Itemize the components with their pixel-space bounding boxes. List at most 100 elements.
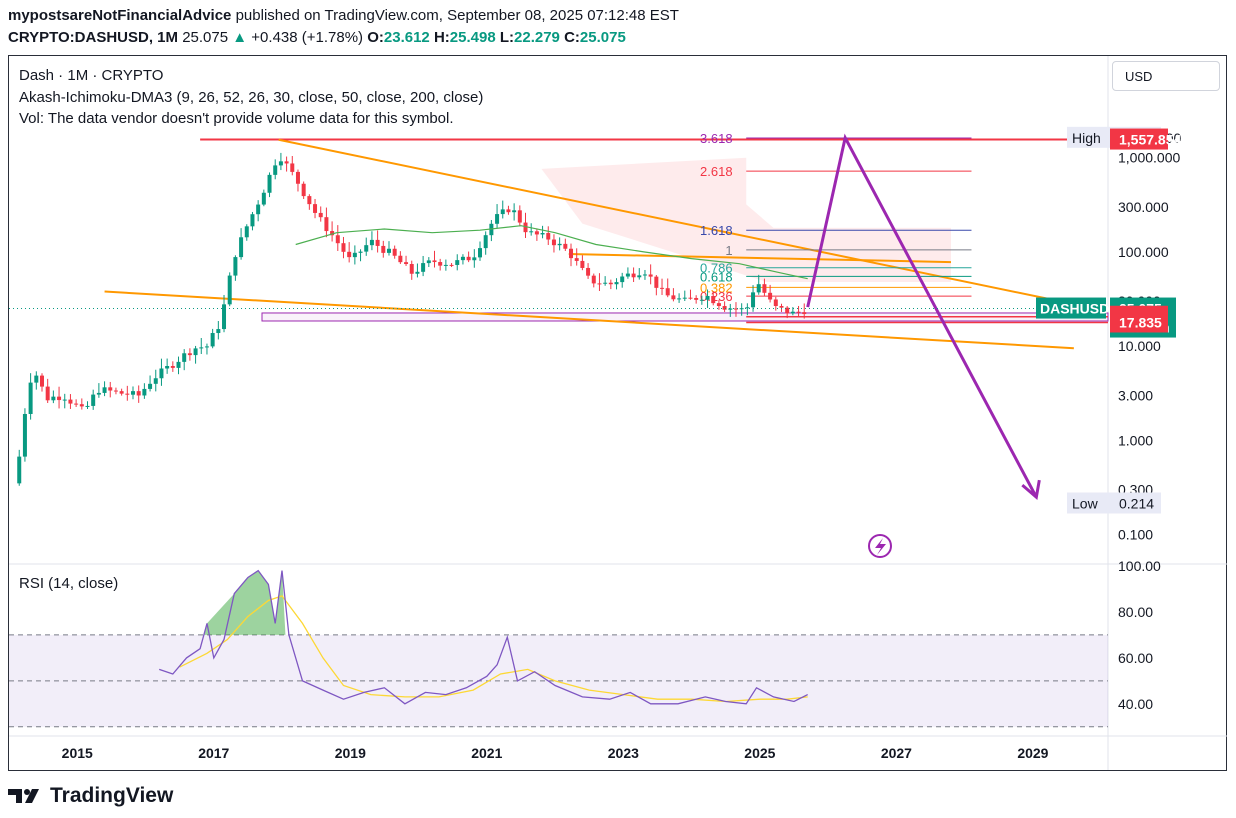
candle-down [39,375,44,387]
candle-up [233,257,238,276]
fib-level-label: 1.618 [700,223,733,238]
candle-up [22,413,27,457]
rsi-tick-label: 80.00 [1118,604,1153,620]
resistance-trendline[interactable] [568,253,952,264]
candle-down [580,260,585,268]
candle-down [597,283,602,285]
candle-down [341,243,346,252]
chart-frame [8,55,1227,771]
upper-trendline[interactable] [278,138,1081,307]
candle-up [637,275,642,278]
high-label: H: [433,29,450,46]
last-price: 25.075 [182,29,229,46]
candle-up [62,399,67,401]
candle-up [472,257,477,261]
indicator-legend[interactable]: Akash-Ichimoku-DMA3 (9, 26, 52, 26, 30, … [19,89,484,106]
price-candles[interactable] [17,152,807,486]
candle-down [119,391,124,394]
candle-down [534,231,539,235]
candle-down [711,295,716,304]
low-label: L: [499,29,515,46]
candle-up [443,264,448,266]
lightning-icon[interactable] [868,534,892,558]
candle-down [432,260,437,263]
author-name[interactable]: mypostsareNotFinancialAdvice [8,7,232,24]
tradingview-footer[interactable]: TradingView [8,784,173,808]
candle-down [551,239,556,246]
date-tick-label: 2019 [335,745,366,761]
currency-button[interactable]: USD [1112,61,1220,91]
price-tick-label: 3.000 [1118,387,1153,403]
candle-down [660,287,665,289]
candle-up [358,251,363,253]
publish-text: published on TradingView.com, September … [235,7,679,24]
candle-up [216,329,221,334]
candle-up [85,405,90,407]
rsi-tick-label: 100.00 [1118,558,1161,574]
candle-down [506,209,511,213]
level-price-value: 1,557.854 [1119,132,1181,148]
high-label: High [1072,130,1101,146]
candle-down [648,274,653,277]
projection-path[interactable] [806,133,1038,498]
price-label-box [1067,492,1161,514]
candle-down [318,212,323,218]
candle-down [187,353,192,356]
footer-brand: TradingView [50,784,174,807]
candle-up [204,346,209,348]
candle-down [409,264,414,274]
symbol-label: DASHUSD [1040,301,1109,317]
candle-up [756,284,761,293]
candle-down [654,276,659,288]
candle-up [131,391,136,395]
candle-down [307,196,312,205]
candle-down [381,245,386,253]
candle-up [426,260,431,264]
rsi-tick-label: 40.00 [1118,696,1153,712]
candle-up [244,226,249,238]
date-tick-label: 2027 [881,745,912,761]
candle-down [404,262,409,265]
close-value: 25.075 [579,29,626,46]
date-tick-label: 2015 [62,745,93,761]
publish-info: mypostsareNotFinancialAdvice published o… [8,7,679,24]
rsi-line[interactable] [158,569,808,705]
candle-down [136,391,141,396]
chart-legend-title: Dash · 1M · CRYPTO [19,67,164,84]
candle-down [295,171,300,184]
lower-trendline[interactable] [104,290,1074,350]
ichimoku-ma-line[interactable] [295,225,808,280]
candle-up [421,263,426,272]
fib-level-label: 3.618 [700,131,733,146]
candle-up [699,299,704,301]
volume-note: Vol: The data vendor doesn't provide vol… [19,110,454,127]
rsi-tick-label: 60.00 [1118,650,1153,666]
candle-up [96,392,101,395]
candle-up [193,348,198,356]
fib-level-label: 0.618 [700,269,733,284]
candle-up [415,271,420,274]
candle-up [512,210,517,213]
candle-down [170,365,175,368]
candle-up [478,248,482,258]
candle-down [586,267,591,276]
candle-down [608,282,613,285]
candle-down [785,307,790,314]
candle-down [108,387,113,391]
date-tick-label: 2021 [471,745,502,761]
candle-down [517,210,522,223]
candle-up [625,273,630,277]
candle-down [762,284,767,293]
candle-up [540,233,545,235]
price-tick-label: 1,000.000 [1118,150,1180,166]
fib-level-label: 1 [725,243,732,258]
candle-down [335,235,340,244]
candle-down [773,299,778,306]
rsi-legend[interactable]: RSI (14, close) [19,575,119,592]
date-tick-label: 2029 [1017,745,1048,761]
candle-down [563,243,568,249]
candle-down [301,183,306,197]
candle-up [148,383,153,389]
candle-up [267,174,272,193]
